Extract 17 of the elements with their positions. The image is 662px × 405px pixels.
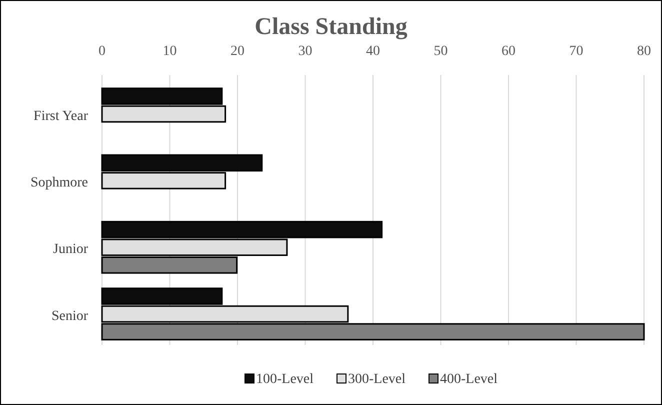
x-tick-label: 60 (502, 44, 516, 59)
legend-label: 100-Level (256, 372, 314, 387)
y-tick-label: Senior (51, 308, 88, 324)
x-tick-label: 20 (230, 44, 244, 59)
y-tick-label: Sophmore (30, 176, 88, 191)
y-tick-label: First Year (34, 108, 88, 124)
chart-title: Class Standing (254, 14, 408, 40)
legend-label: 400-Level (440, 372, 498, 387)
x-tick-label: 50 (434, 44, 448, 59)
x-tick-label: 10 (162, 44, 177, 59)
legend-label: 300-Level (348, 372, 406, 387)
x-tick-label: 30 (298, 44, 312, 59)
y-tick-label: Junior (53, 242, 88, 258)
x-tick-label: 0 (98, 44, 106, 59)
x-tick-label: 80 (637, 44, 651, 59)
x-tick-label: 70 (569, 44, 584, 59)
x-tick-label: 40 (366, 44, 380, 59)
